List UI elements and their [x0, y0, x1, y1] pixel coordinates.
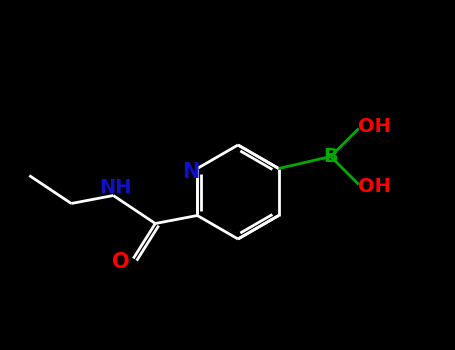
Text: B: B	[324, 147, 338, 166]
Text: OH: OH	[358, 117, 391, 136]
Text: OH: OH	[358, 177, 391, 196]
Text: N: N	[182, 162, 200, 182]
Text: NH: NH	[99, 178, 131, 197]
Text: O: O	[112, 252, 130, 273]
